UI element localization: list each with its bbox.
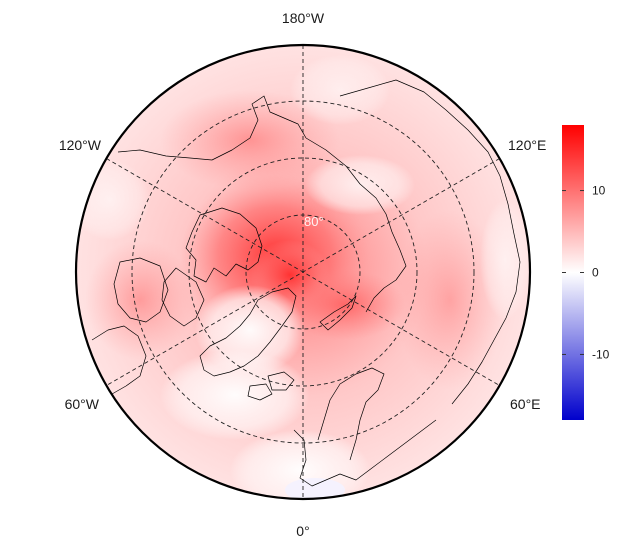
scandinavia-coast: [317, 367, 385, 461]
map-boundary: [74, 43, 532, 501]
siberia-coast: [305, 137, 407, 313]
novaya-zemlya-coast: [319, 295, 357, 331]
coastlines: [91, 79, 521, 487]
graticule: [106, 45, 500, 499]
baffin-coast: [161, 267, 205, 327]
longitude-label-0: 0°: [296, 523, 309, 539]
colorbar-tick-label: 10: [592, 184, 606, 198]
longitude-label-60w: 60°W: [65, 396, 100, 412]
longitude-label-60e: 60°E: [510, 396, 541, 412]
longitude-label-120w: 120°W: [59, 137, 102, 153]
colorbar-tick-label: 0: [592, 266, 599, 280]
colorbar-gradient: [562, 125, 584, 420]
greenland-coast: [199, 287, 297, 377]
canada-arctic-coast: [185, 207, 263, 283]
north-america-coast: [91, 325, 147, 399]
colorbar: 10 0 -10: [562, 125, 610, 420]
alaska-coast: [117, 95, 307, 161]
anomaly-field: [76, 45, 530, 499]
longitude-label-180w: 180°W: [282, 10, 325, 26]
latitude-label: 80°: [304, 214, 324, 229]
meridian-120e-60w: [106, 158, 500, 386]
latitude-circle-70: [188, 157, 418, 387]
europe-coast: [293, 419, 437, 487]
longitude-label-120e: 120°E: [508, 137, 546, 153]
east-asia-coast: [339, 79, 521, 405]
hudson-bay-coast: [113, 257, 169, 323]
colorbar-tick-label: -10: [592, 347, 610, 361]
iceland-coast: [247, 383, 273, 401]
